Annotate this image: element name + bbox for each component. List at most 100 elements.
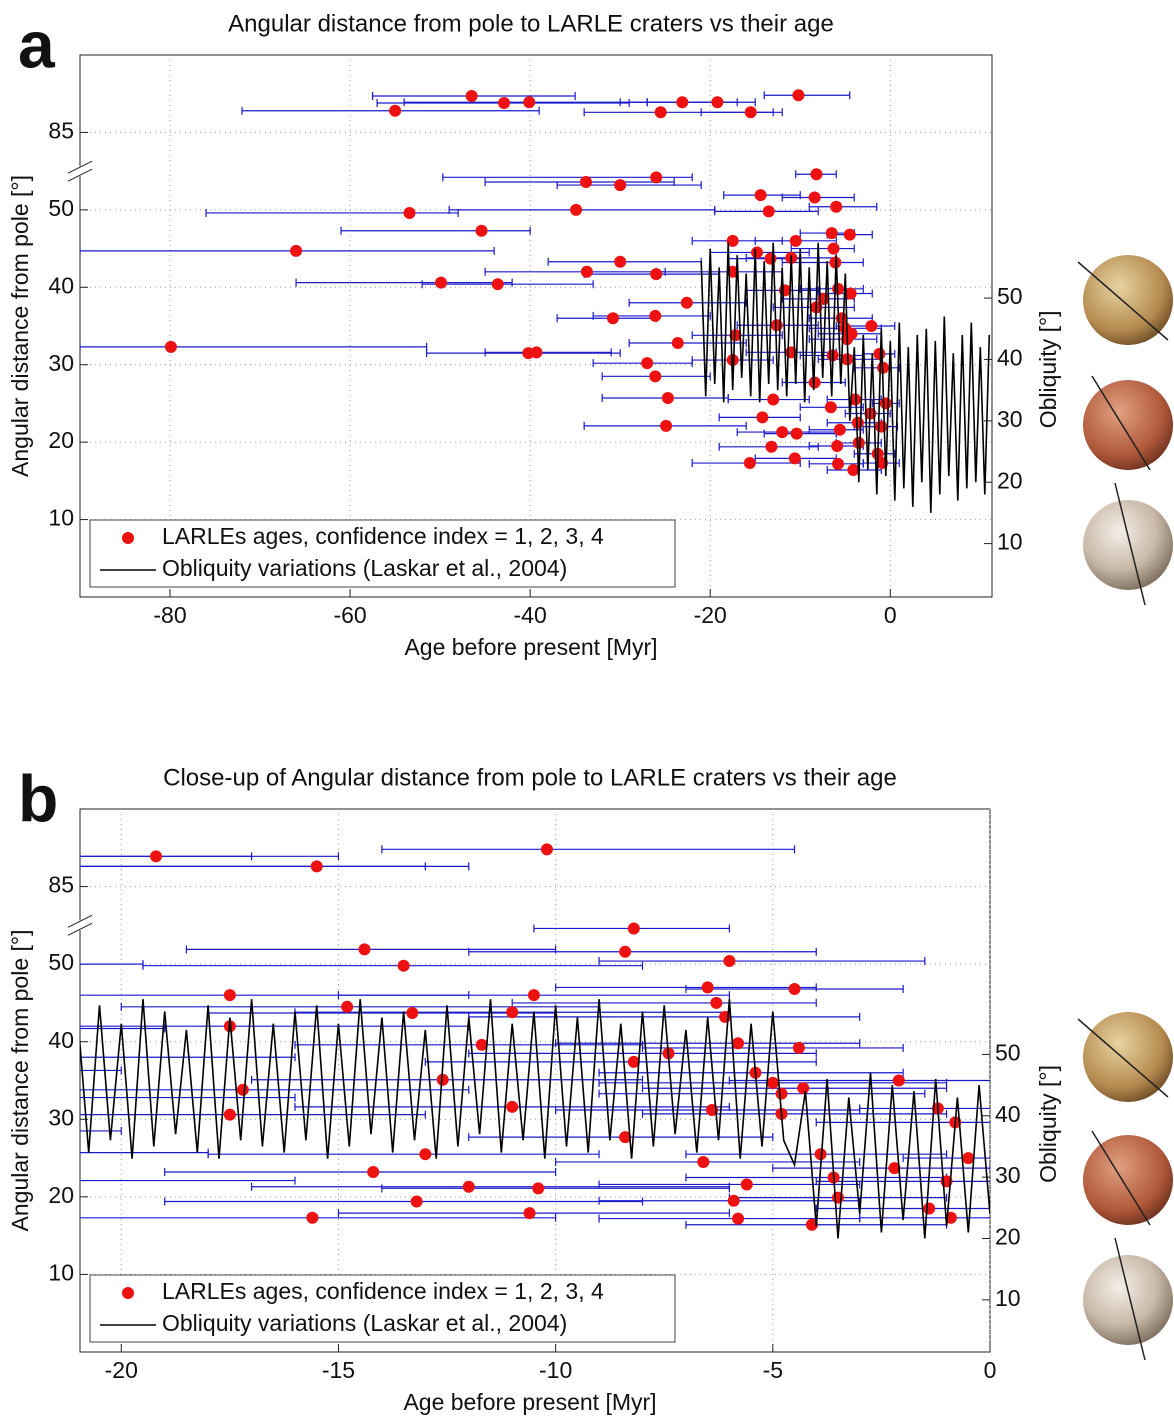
error-bar [80,852,340,861]
y2-tick-label: 50 [997,283,1023,309]
error-bar [484,348,612,357]
crater-point [824,401,837,414]
legend-label: Obliquity variations (Laskar et al., 200… [162,1310,567,1336]
error-bar [628,339,747,348]
crater-point [506,1006,519,1019]
crater-point [164,340,177,353]
crater-point [498,97,511,110]
y2-tick-label: 20 [997,467,1023,493]
crater-point [661,392,674,405]
legend-label: LARLEs ages, confidence index = 1, 2, 3,… [162,1278,604,1304]
y2-tick-label: 30 [995,1162,1021,1188]
crater-point [764,252,777,265]
crater-point [523,1207,536,1220]
crater-point [805,1218,818,1231]
crater-point [865,320,878,332]
crater-point [833,423,846,436]
crater-point [475,224,488,237]
error-bar [80,1148,209,1157]
error-bar [381,1184,730,1193]
x-tick-label: 0 [884,602,897,628]
x-tick-label: -60 [333,602,366,628]
crater-point [660,419,673,432]
legend-box [89,519,676,588]
obliquity-line [80,999,990,1239]
crater-point [341,1000,354,1013]
legend-swatch [122,1287,134,1299]
crater-point [888,1162,901,1175]
crater-point [740,1178,753,1191]
crater-point [627,1055,640,1068]
globe [1083,500,1173,590]
crater-point [892,1074,905,1087]
error-bar [381,845,796,854]
x-tick-label: -15 [322,1357,355,1383]
x-tick-label: -80 [153,602,186,628]
y2-tick-label: 10 [997,529,1023,555]
crater-point [627,922,640,935]
crater-point [580,265,593,278]
globe [1083,1012,1173,1102]
crater-point [732,1037,745,1050]
crater-point [523,96,536,109]
crater-point [792,1041,805,1054]
crater-point [754,189,767,202]
crater-point [841,353,854,366]
legend-label: LARLEs ages, confidence index = 1, 2, 3,… [162,523,604,549]
crater-point [223,1108,236,1121]
x-axis-label: Age before present [Myr] [404,634,657,660]
panel: a Angular distance from pole to LARLE cra… [7,7,1061,660]
y2-tick-label: 20 [995,1224,1021,1250]
error-bar [511,998,817,1007]
crater-point [406,1007,419,1020]
crater-point [847,464,860,477]
crater-point [435,276,448,289]
error-bar [555,983,817,992]
crater-point [649,370,662,383]
crater-point [650,171,663,184]
crater-point [719,1010,732,1023]
crater-point [436,1073,449,1086]
x-tick-label: -20 [105,1357,138,1383]
y2-tick-label: 50 [995,1040,1021,1066]
crater-point [843,228,856,241]
crater-point [527,989,540,1002]
x-tick-label: -10 [539,1357,572,1383]
crater-point [762,205,775,218]
error-bar [294,1040,644,1049]
crater-point [619,1131,632,1144]
crater-point [223,989,236,1002]
crater-point [462,1180,475,1193]
crater-point [751,246,764,259]
globe [1083,255,1173,345]
crater-point [671,337,684,350]
error-bar [555,1039,861,1048]
crater-point [403,206,416,219]
crater-point [410,1195,423,1208]
y-tick-label: 50 [48,949,74,975]
axis-break [67,160,93,182]
y-axis-label: Angular distance from pole [°] [7,930,33,1232]
legend-box [89,1274,676,1343]
legend-label: Obliquity variations (Laskar et al., 200… [162,555,567,581]
crater-point [367,1166,380,1179]
y-tick-label: 50 [48,195,74,221]
crater-point [465,90,478,103]
error-bar [295,278,513,287]
y-tick-label: 10 [48,1260,74,1286]
crater-point [732,1212,745,1225]
error-bar [80,1213,557,1222]
error-bar [468,947,817,956]
mars-globes [1077,255,1173,1361]
crater-point [789,234,802,247]
crater-point [788,982,801,995]
crater-point [641,357,654,370]
crater-point [306,1211,319,1224]
error-bar [781,258,864,267]
crater-point [744,106,757,119]
y-tick-label: 30 [48,1104,74,1130]
crater-point [756,411,769,424]
crater-point [619,945,632,958]
crater-point [743,457,756,470]
